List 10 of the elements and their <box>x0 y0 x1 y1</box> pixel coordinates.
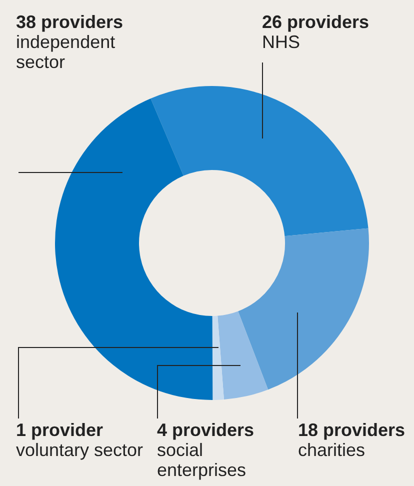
data-label: 4 providers <box>157 420 256 440</box>
slice-label: voluntary sector <box>16 440 144 460</box>
data-label: 26 providers <box>262 12 370 32</box>
slice-label: charities <box>298 440 366 460</box>
data-label: 1 provider <box>16 420 104 440</box>
slice-label: independent sector <box>16 32 116 72</box>
data-label: 38 providers <box>16 12 124 32</box>
data-label: 18 providers <box>298 420 406 440</box>
slice-label: social enterprises <box>157 440 248 480</box>
slice-label: NHS <box>262 32 302 52</box>
